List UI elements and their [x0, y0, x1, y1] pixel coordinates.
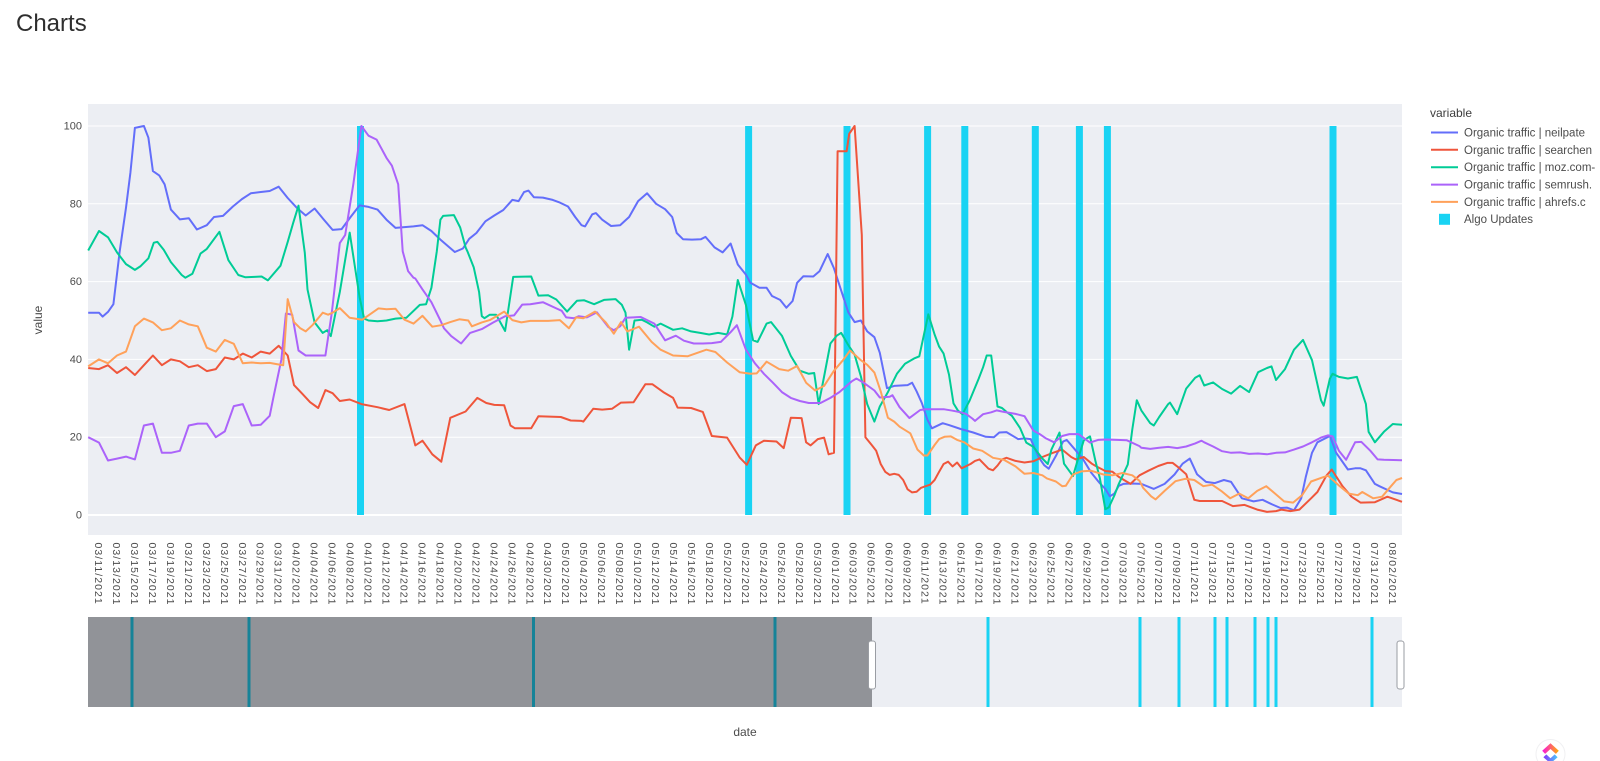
svg-text:07/13/2021: 07/13/2021	[1206, 543, 1218, 606]
svg-text:date: date	[733, 725, 757, 739]
svg-text:variable: variable	[1430, 106, 1472, 120]
svg-text:03/17/2021: 03/17/2021	[146, 543, 158, 606]
svg-text:05/20/2021: 05/20/2021	[721, 543, 733, 606]
svg-text:06/23/2021: 06/23/2021	[1026, 543, 1038, 606]
svg-text:07/01/2021: 07/01/2021	[1098, 543, 1110, 606]
svg-text:07/21/2021: 07/21/2021	[1278, 543, 1290, 606]
svg-text:04/22/2021: 04/22/2021	[469, 543, 481, 606]
svg-text:07/23/2021: 07/23/2021	[1296, 543, 1308, 606]
svg-text:07/11/2021: 07/11/2021	[1188, 543, 1200, 605]
svg-text:05/26/2021: 05/26/2021	[775, 543, 787, 606]
svg-text:06/25/2021: 06/25/2021	[1044, 543, 1056, 606]
svg-text:03/29/2021: 03/29/2021	[254, 543, 266, 606]
svg-text:Organic traffic | moz.com-: Organic traffic | moz.com-	[1464, 162, 1595, 174]
svg-text:0: 0	[76, 510, 82, 522]
svg-text:06/27/2021: 06/27/2021	[1062, 543, 1074, 606]
svg-text:07/15/2021: 07/15/2021	[1224, 543, 1236, 606]
svg-text:Organic traffic | searchen: Organic traffic | searchen	[1464, 145, 1592, 157]
svg-text:03/31/2021: 03/31/2021	[272, 543, 284, 606]
svg-text:06/01/2021: 06/01/2021	[829, 543, 841, 606]
svg-text:04/10/2021: 04/10/2021	[362, 543, 374, 606]
svg-text:80: 80	[70, 198, 82, 210]
svg-text:03/23/2021: 03/23/2021	[200, 543, 212, 606]
svg-text:07/03/2021: 07/03/2021	[1116, 543, 1128, 606]
svg-text:04/02/2021: 04/02/2021	[290, 543, 302, 606]
svg-text:04/20/2021: 04/20/2021	[451, 543, 463, 606]
svg-text:05/30/2021: 05/30/2021	[811, 543, 823, 606]
svg-text:03/11/2021: 03/11/2021	[92, 543, 104, 605]
svg-text:07/19/2021: 07/19/2021	[1260, 543, 1272, 606]
svg-text:05/02/2021: 05/02/2021	[559, 543, 571, 606]
svg-text:05/04/2021: 05/04/2021	[577, 543, 589, 606]
svg-text:Organic traffic | semrush.: Organic traffic | semrush.	[1464, 180, 1592, 192]
svg-text:Algo Updates: Algo Updates	[1464, 214, 1533, 226]
svg-text:04/16/2021: 04/16/2021	[416, 543, 428, 606]
svg-text:06/21/2021: 06/21/2021	[1009, 543, 1021, 606]
svg-text:Organic traffic | neilpate: Organic traffic | neilpate	[1464, 128, 1585, 140]
svg-text:05/24/2021: 05/24/2021	[757, 543, 769, 606]
svg-text:04/24/2021: 04/24/2021	[487, 543, 499, 606]
svg-text:04/14/2021: 04/14/2021	[398, 543, 410, 606]
svg-text:20: 20	[70, 432, 82, 444]
svg-text:05/16/2021: 05/16/2021	[685, 543, 697, 606]
svg-text:04/08/2021: 04/08/2021	[344, 543, 356, 606]
svg-text:07/17/2021: 07/17/2021	[1242, 543, 1254, 606]
svg-text:06/11/2021: 06/11/2021	[919, 543, 931, 605]
svg-text:04/04/2021: 04/04/2021	[308, 543, 320, 606]
svg-text:04/06/2021: 04/06/2021	[326, 543, 338, 606]
svg-text:05/22/2021: 05/22/2021	[739, 543, 751, 606]
svg-text:06/19/2021: 06/19/2021	[991, 543, 1003, 606]
svg-text:07/05/2021: 07/05/2021	[1134, 543, 1146, 606]
svg-text:06/15/2021: 06/15/2021	[955, 543, 967, 606]
svg-text:06/05/2021: 06/05/2021	[865, 543, 877, 606]
svg-text:03/27/2021: 03/27/2021	[236, 543, 248, 606]
svg-text:100: 100	[64, 121, 82, 133]
svg-text:05/18/2021: 05/18/2021	[703, 543, 715, 606]
svg-text:05/12/2021: 05/12/2021	[649, 543, 661, 606]
svg-text:06/17/2021: 06/17/2021	[973, 543, 985, 606]
svg-text:05/06/2021: 05/06/2021	[595, 543, 607, 606]
svg-text:05/28/2021: 05/28/2021	[793, 543, 805, 606]
svg-text:04/26/2021: 04/26/2021	[505, 543, 517, 606]
svg-text:07/09/2021: 07/09/2021	[1170, 543, 1182, 606]
svg-text:07/31/2021: 07/31/2021	[1368, 543, 1380, 606]
svg-text:06/09/2021: 06/09/2021	[901, 543, 913, 606]
svg-text:04/18/2021: 04/18/2021	[433, 543, 445, 606]
svg-text:06/13/2021: 06/13/2021	[937, 543, 949, 606]
svg-text:04/28/2021: 04/28/2021	[523, 543, 535, 606]
svg-text:05/08/2021: 05/08/2021	[613, 543, 625, 606]
svg-text:04/12/2021: 04/12/2021	[380, 543, 392, 606]
svg-text:Charts: Charts	[16, 10, 87, 37]
svg-text:03/19/2021: 03/19/2021	[164, 543, 176, 606]
svg-text:40: 40	[70, 354, 82, 366]
svg-text:03/25/2021: 03/25/2021	[218, 543, 230, 606]
svg-text:06/03/2021: 06/03/2021	[847, 543, 859, 606]
svg-text:04/30/2021: 04/30/2021	[541, 543, 553, 606]
svg-text:05/14/2021: 05/14/2021	[667, 543, 679, 606]
svg-text:07/29/2021: 07/29/2021	[1350, 543, 1362, 606]
svg-text:08/02/2021: 08/02/2021	[1386, 543, 1398, 606]
svg-text:07/25/2021: 07/25/2021	[1314, 543, 1326, 606]
svg-text:03/15/2021: 03/15/2021	[128, 543, 140, 606]
svg-text:05/10/2021: 05/10/2021	[631, 543, 643, 606]
svg-text:07/27/2021: 07/27/2021	[1332, 543, 1344, 606]
svg-text:60: 60	[70, 276, 82, 288]
svg-text:03/13/2021: 03/13/2021	[110, 543, 122, 606]
svg-text:03/21/2021: 03/21/2021	[182, 543, 194, 606]
svg-text:06/29/2021: 06/29/2021	[1080, 543, 1092, 606]
svg-text:Organic traffic | ahrefs.c: Organic traffic | ahrefs.c	[1464, 197, 1586, 209]
svg-text:06/07/2021: 06/07/2021	[883, 543, 895, 606]
svg-text:value: value	[31, 305, 45, 334]
svg-text:07/07/2021: 07/07/2021	[1152, 543, 1164, 606]
